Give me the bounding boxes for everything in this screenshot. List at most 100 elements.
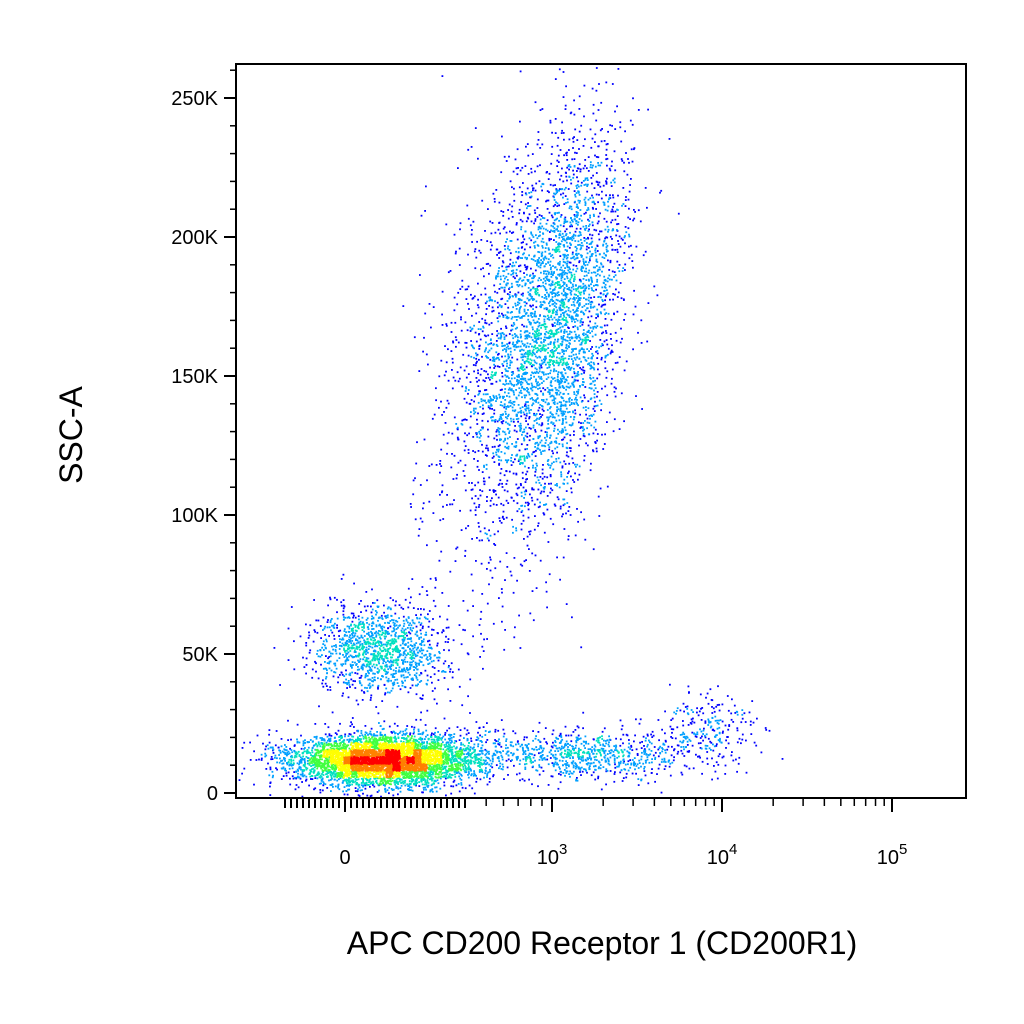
data-point [431,733,433,735]
data-point [600,744,602,746]
data-point [343,616,345,618]
data-point [568,506,570,508]
data-point [671,762,673,764]
data-point [387,692,389,694]
data-point [455,251,457,253]
data-point [314,777,316,779]
data-point [570,488,572,490]
data-point [532,730,534,732]
data-point [527,188,529,190]
data-point [593,201,595,203]
data-point [504,733,506,735]
data-point [410,503,412,505]
data-point [320,650,322,652]
data-point [517,502,519,504]
data-point [611,319,613,321]
data-point [423,337,425,339]
data-point [383,605,385,607]
data-point [527,536,529,538]
data-point [478,328,480,330]
data-point [338,635,340,637]
data-point [464,441,466,443]
data-point [393,622,395,624]
data-point [521,744,523,746]
data-point [455,423,457,425]
data-point [531,196,533,198]
data-point [596,279,598,281]
data-point [534,529,536,531]
data-point [535,467,537,469]
data-point [482,451,484,453]
data-point [329,597,331,599]
data-point [490,535,492,537]
data-point [585,736,587,738]
data-point [435,399,437,401]
data-point [473,401,475,403]
data-point [754,742,756,744]
data-point [533,619,535,621]
data-point [497,321,499,323]
data-point [549,492,551,494]
data-point [540,109,542,111]
data-point [477,385,479,387]
data-point [539,774,541,776]
data-point [273,749,275,751]
data-point [519,186,521,188]
data-point [537,144,539,146]
data-point [541,190,543,192]
data-point [566,284,568,286]
data-point [453,499,455,501]
data-point [688,713,690,715]
data-point [470,510,472,512]
data-point [495,358,497,360]
data-point [523,252,525,254]
data-point [587,179,589,181]
data-point [519,760,521,762]
data-point [594,229,596,231]
data-point [543,273,545,275]
data-point [507,747,509,749]
data-point [532,339,534,341]
data-point [535,379,537,381]
data-point [325,683,327,685]
data-point [512,410,514,412]
data-point [526,737,528,739]
data-point [737,741,739,743]
data-point [416,669,418,671]
data-point [530,398,532,400]
data-point [490,338,492,340]
data-point [638,760,640,762]
data-point [565,735,567,737]
data-point [645,187,647,189]
data-point [574,321,576,323]
data-point [473,347,475,349]
data-point [596,448,598,450]
data-point [564,411,566,413]
data-point [276,762,278,764]
data-point [606,344,608,346]
data-point [495,740,497,742]
data-point [545,247,547,249]
data-point [609,124,611,126]
data-point [558,328,560,330]
data-point [509,471,511,473]
data-point [500,401,502,403]
data-point [502,260,504,262]
data-point [562,439,564,441]
data-point [502,750,504,752]
data-point [527,423,529,425]
data-point [605,768,607,770]
data-point [531,258,533,260]
data-point [614,182,616,184]
data-point [542,285,544,287]
data-point [534,247,536,249]
data-point [553,369,555,371]
data-point [445,641,447,643]
data-point [628,227,630,229]
data-point [614,169,616,171]
data-point [512,745,514,747]
data-point [607,486,609,488]
data-point [510,402,512,404]
data-point [586,427,588,429]
